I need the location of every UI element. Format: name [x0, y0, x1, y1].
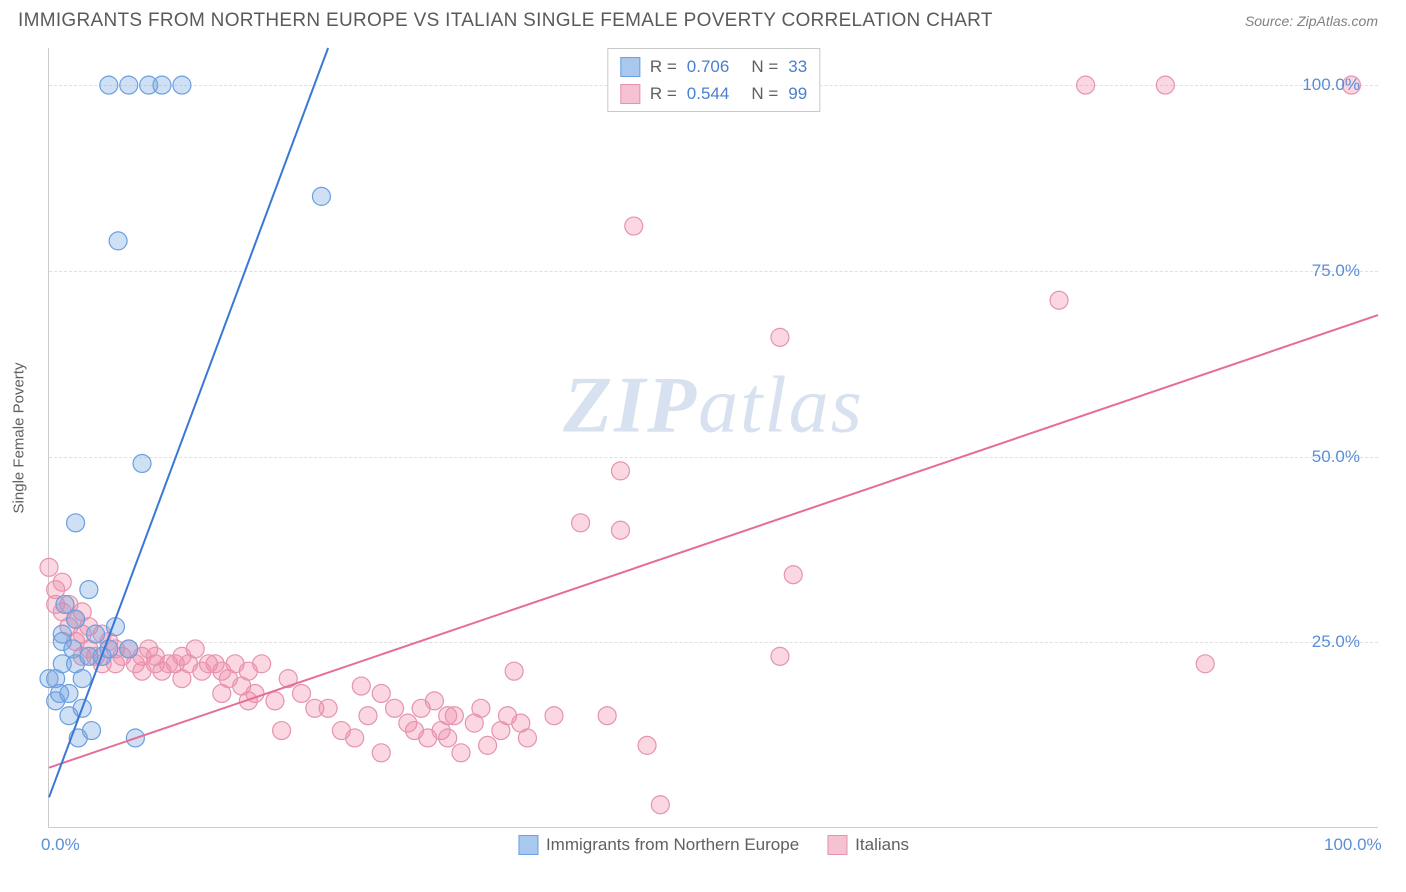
header: IMMIGRANTS FROM NORTHERN EUROPE VS ITALI…: [0, 0, 1406, 38]
x-tick-label: 100.0%: [1324, 835, 1382, 855]
n-value-pink: 99: [788, 80, 807, 107]
y-tick-label: 75.0%: [1312, 261, 1360, 281]
legend-label-blue: Immigrants from Northern Europe: [546, 835, 799, 855]
legend-item-pink: Italians: [827, 835, 909, 855]
n-value-blue: 33: [788, 53, 807, 80]
legend-row-blue: R = 0.706 N = 33: [620, 53, 807, 80]
legend-label-pink: Italians: [855, 835, 909, 855]
source-name: ZipAtlas.com: [1297, 13, 1378, 29]
n-label: N =: [751, 80, 778, 107]
source-label: Source:: [1245, 13, 1293, 29]
correlation-legend: R = 0.706 N = 33 R = 0.544 N = 99: [607, 48, 820, 112]
chart-container: Single Female Poverty ZIPatlas R = 0.706…: [48, 48, 1378, 828]
plot-area: Single Female Poverty ZIPatlas R = 0.706…: [48, 48, 1378, 828]
legend-swatch-blue: [518, 835, 538, 855]
legend-row-pink: R = 0.544 N = 99: [620, 80, 807, 107]
chart-title: IMMIGRANTS FROM NORTHERN EUROPE VS ITALI…: [18, 10, 993, 32]
y-tick-label: 100.0%: [1302, 75, 1360, 95]
n-label: N =: [751, 53, 778, 80]
series-legend: Immigrants from Northern Europe Italians: [518, 835, 909, 855]
r-label: R =: [650, 53, 677, 80]
legend-swatch-pink: [620, 84, 640, 104]
x-tick-label: 0.0%: [41, 835, 80, 855]
scatter-plot-svg: [49, 48, 1378, 827]
y-tick-label: 50.0%: [1312, 447, 1360, 467]
source-attribution: Source: ZipAtlas.com: [1245, 13, 1378, 29]
r-value-blue: 0.706: [687, 53, 730, 80]
r-value-pink: 0.544: [687, 80, 730, 107]
y-tick-label: 25.0%: [1312, 632, 1360, 652]
legend-item-blue: Immigrants from Northern Europe: [518, 835, 799, 855]
r-label: R =: [650, 80, 677, 107]
legend-swatch-pink: [827, 835, 847, 855]
legend-swatch-blue: [620, 57, 640, 77]
y-axis-label: Single Female Poverty: [11, 362, 28, 513]
